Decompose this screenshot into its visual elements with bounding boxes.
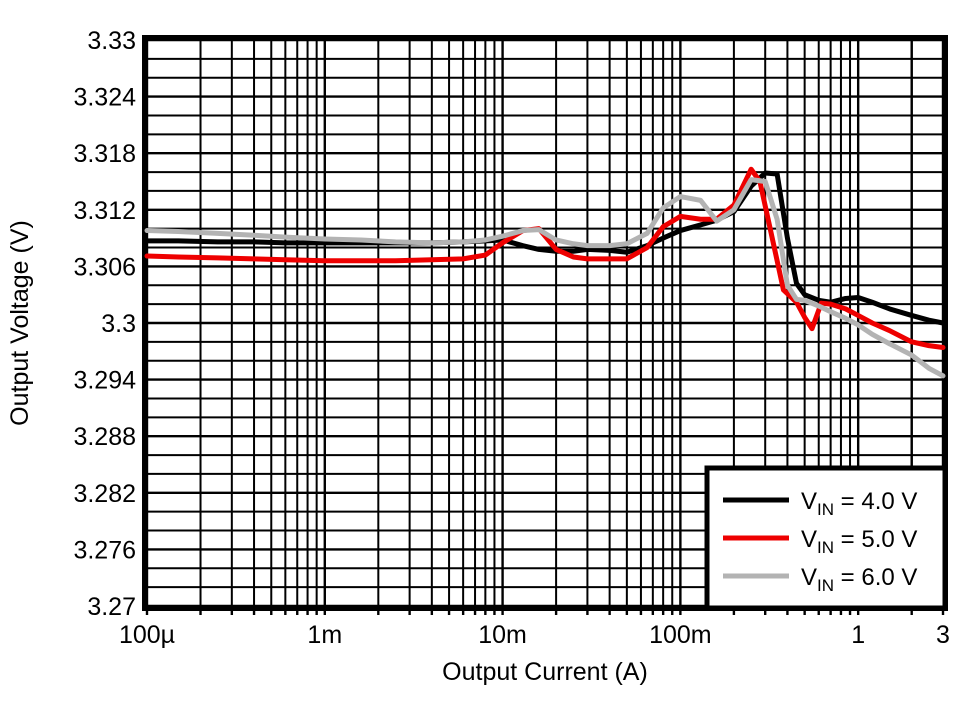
y-tick-label: 3.282	[73, 480, 136, 508]
legend: VIN = 4.0 V VIN = 5.0 V VIN = 6.0 V	[704, 465, 948, 611]
y-tick-label: 3.306	[73, 253, 136, 281]
legend-label-1: VIN = 5.0 V	[801, 526, 917, 557]
x-axis-title: Output Current (A)	[442, 658, 648, 686]
y-tick-label: 3.3	[101, 310, 136, 338]
x-tick-label: 100µ	[119, 621, 175, 649]
y-tick-label: 3.294	[73, 367, 136, 395]
y-tick-label: 3.27	[87, 593, 136, 621]
legend-label-2: VIN = 6.0 V	[801, 564, 917, 595]
x-tick-label: 1	[851, 621, 865, 649]
y-tick-label: 3.33	[87, 27, 136, 55]
x-tick-label: 1m	[307, 621, 342, 649]
data-series-layer	[144, 166, 946, 379]
series-line-2	[144, 177, 946, 379]
y-tick-label: 3.318	[73, 140, 136, 168]
y-axis-title: Output Voltage (V)	[6, 220, 34, 426]
y-tick-label: 3.288	[73, 423, 136, 451]
y-tick-label: 3.324	[73, 84, 136, 112]
x-tick-label: 100m	[649, 621, 712, 649]
x-tick-label: 10m	[478, 621, 527, 649]
x-tick-label: 3	[936, 621, 950, 649]
y-tick-label: 3.312	[73, 197, 136, 225]
y-tick-label: 3.276	[73, 536, 136, 564]
legend-label-0: VIN = 4.0 V	[801, 488, 917, 519]
y-axis-tick-labels: 3.27 3.276 3.282 3.288 3.294 3.3 3.306 3.312 3.3…	[73, 27, 136, 621]
series-line-1	[144, 166, 946, 351]
x-axis-tick-labels: 100µ 1m 10m 100m 1 3	[119, 621, 950, 649]
